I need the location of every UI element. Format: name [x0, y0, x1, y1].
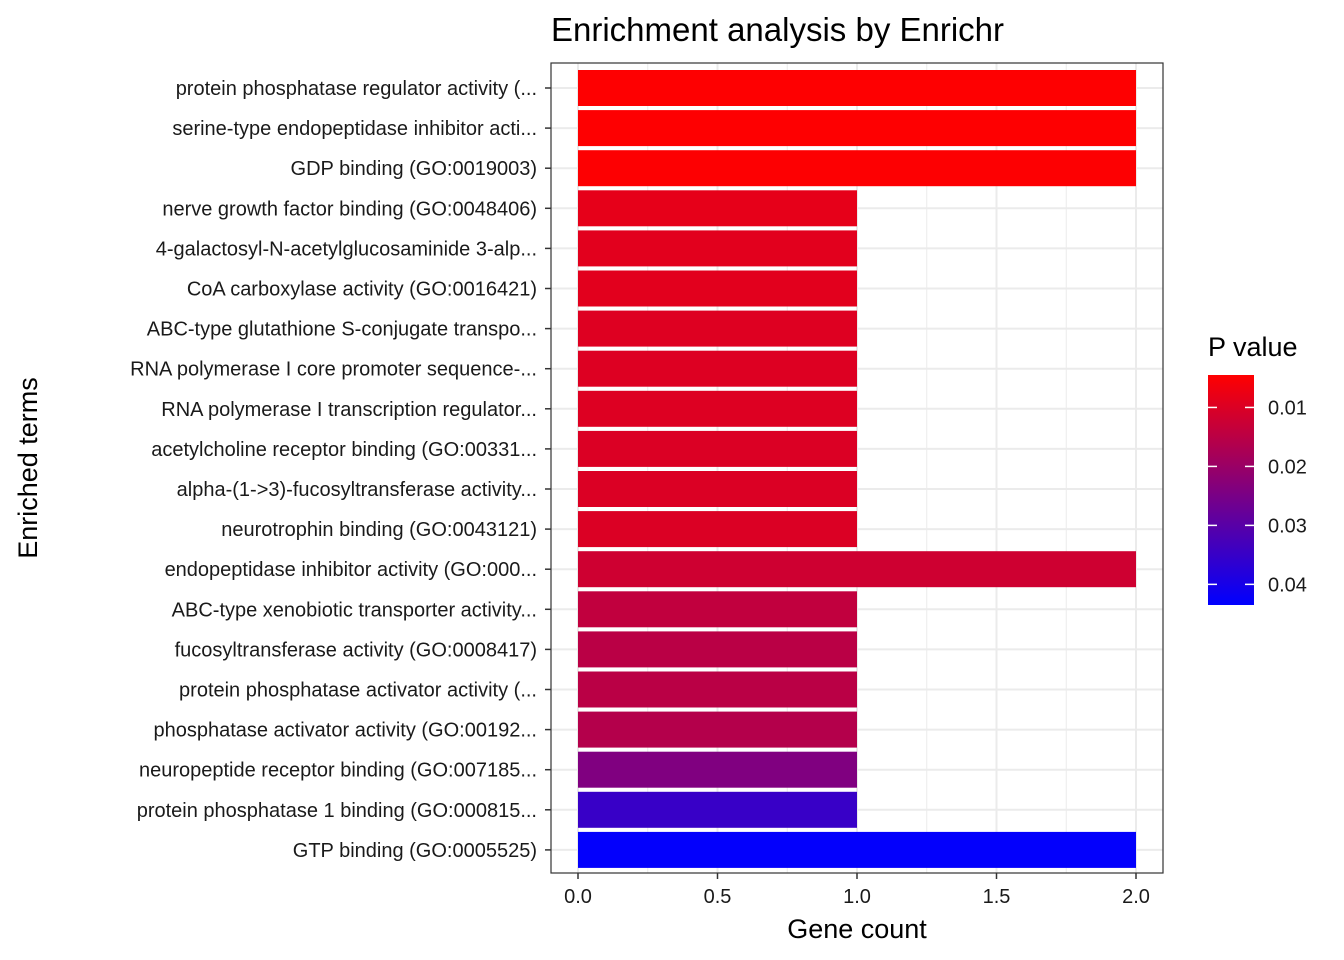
x-tick-label: 0.0 — [564, 886, 592, 908]
bar — [578, 831, 1136, 868]
legend-tick-label: 0.04 — [1268, 574, 1307, 596]
y-tick-label: acetylcholine receptor binding (GO:00331… — [151, 439, 537, 461]
x-axis-labels: 0.0 0.5 1.0 1.5 2.0 — [564, 886, 1150, 908]
y-axis-ticks — [545, 87, 551, 851]
legend-tick-label: 0.01 — [1268, 397, 1307, 419]
x-axis-ticks — [577, 873, 1137, 879]
x-tick-label: 0.5 — [704, 886, 732, 908]
legend-title: P value — [1208, 332, 1298, 362]
y-tick-label: protein phosphatase 1 binding (GO:000815… — [137, 800, 537, 822]
bar — [578, 190, 857, 227]
bar — [578, 551, 1136, 588]
bar — [578, 430, 857, 467]
y-tick-label: ABC-type xenobiotic transporter activity… — [172, 599, 537, 621]
y-tick-label: protein phosphatase regulator activity (… — [176, 78, 537, 100]
legend-colorbar — [1208, 375, 1254, 605]
bar — [578, 270, 857, 307]
bar — [578, 310, 857, 347]
bar — [578, 471, 857, 507]
bar — [578, 390, 857, 427]
y-axis-title: Enriched terms — [13, 377, 43, 559]
legend-tick-label: 0.03 — [1268, 515, 1307, 537]
y-tick-label: GTP binding (GO:0005525) — [293, 840, 537, 862]
y-axis-labels: protein phosphatase regulator activity (… — [130, 78, 537, 862]
bar — [578, 70, 1136, 106]
x-tick-label: 1.0 — [843, 886, 871, 908]
y-tick-label: protein phosphatase activator activity (… — [179, 680, 537, 702]
bar — [578, 751, 857, 788]
bar — [578, 511, 857, 548]
y-tick-label: serine-type endopeptidase inhibitor acti… — [172, 118, 537, 140]
y-tick-label: neuropeptide receptor binding (GO:007185… — [139, 760, 537, 782]
bar — [578, 150, 1136, 187]
legend-tick-label: 0.02 — [1268, 456, 1307, 478]
bar — [578, 230, 857, 267]
y-tick-label: 4-galactosyl-N-acetylglucosaminide 3-alp… — [156, 238, 537, 260]
bar — [578, 791, 857, 828]
bar — [578, 591, 857, 628]
y-tick-label: GDP binding (GO:0019003) — [291, 158, 537, 180]
x-tick-label: 2.0 — [1122, 886, 1150, 908]
y-tick-label: fucosyltransferase activity (GO:0008417) — [175, 639, 537, 661]
y-tick-label: RNA polymerase I core promoter sequence-… — [130, 359, 537, 381]
y-tick-label: phosphatase activator activity (GO:00192… — [153, 720, 537, 742]
y-tick-label: RNA polymerase I transcription regulator… — [161, 399, 537, 421]
x-axis-title: Gene count — [787, 914, 927, 944]
legend: P value 0.01 0.02 0.03 0.04 — [1208, 332, 1307, 605]
bar — [578, 110, 1136, 147]
bars — [578, 70, 1136, 868]
legend-ticks: 0.01 0.02 0.03 0.04 — [1208, 397, 1307, 596]
x-tick-label: 1.5 — [983, 886, 1011, 908]
bar — [578, 711, 857, 748]
y-tick-label: ABC-type glutathione S-conjugate transpo… — [147, 319, 537, 341]
y-tick-label: alpha-(1->3)-fucosyltransferase activity… — [177, 479, 537, 501]
y-tick-label: CoA carboxylase activity (GO:0016421) — [187, 279, 537, 301]
bar — [578, 631, 857, 668]
y-tick-label: neurotrophin binding (GO:0043121) — [221, 519, 537, 541]
bar — [578, 350, 857, 387]
bar — [578, 671, 857, 708]
y-tick-label: endopeptidase inhibitor activity (GO:000… — [165, 559, 537, 581]
y-tick-label: nerve growth factor binding (GO:0048406) — [162, 198, 537, 220]
chart-title: Enrichment analysis by Enrichr — [551, 11, 1004, 48]
